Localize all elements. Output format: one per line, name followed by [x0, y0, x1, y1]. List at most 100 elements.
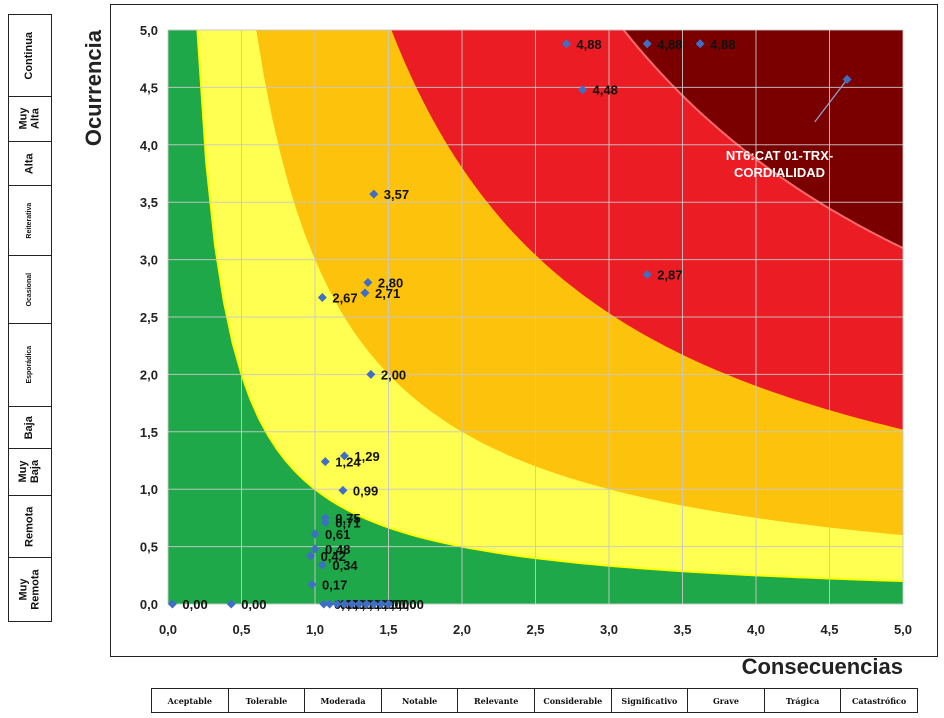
y-tick-label: 1,0	[140, 482, 158, 497]
data-point	[167, 599, 177, 609]
data-label: 0,99	[353, 483, 378, 498]
data-point	[320, 513, 330, 523]
data-point	[361, 599, 371, 609]
y-tick-label: 5,0	[140, 23, 158, 38]
grid	[167, 29, 904, 605]
risk-zones	[168, 30, 903, 604]
consequence-level: Considerable	[535, 689, 612, 712]
x-tick-label: 1,5	[379, 622, 397, 637]
consequence-level: Notable	[382, 689, 459, 712]
data-point	[354, 599, 364, 609]
data-point	[369, 189, 379, 199]
consequence-level: Significativo	[612, 689, 689, 712]
consequence-level: Tolerable	[229, 689, 306, 712]
consequence-scale: Aceptable Tolerable Moderada Notable Relevan…	[151, 688, 918, 713]
data-points: 0,000,000,000,000,000,000,000,000,000,00…	[167, 37, 852, 612]
data-point	[338, 485, 348, 495]
data-point	[226, 599, 236, 609]
data-point	[347, 599, 357, 609]
data-point	[360, 288, 370, 298]
data-point	[842, 74, 852, 84]
annotation-leader	[814, 79, 848, 123]
data-point	[695, 39, 705, 49]
x-tick-label: 4,5	[820, 622, 838, 637]
occurrence-level: Remota	[9, 496, 51, 558]
data-label: 2,67	[332, 290, 357, 305]
annotation-text: CORDIALIDAD	[734, 165, 825, 180]
data-point	[320, 517, 330, 527]
data-point	[363, 278, 373, 288]
data-label: 0,00	[399, 597, 424, 612]
data-label: 4,88	[657, 37, 682, 52]
y-tick-label: 0,0	[140, 597, 158, 612]
y-tick-label: 1,5	[140, 425, 158, 440]
x-tick-label: 2,0	[453, 622, 471, 637]
consequence-level: Aceptable	[152, 689, 229, 712]
data-label: 2,87	[657, 268, 682, 283]
y-tick-label: 2,5	[140, 310, 158, 325]
consequence-level: Catastrófico	[852, 695, 907, 706]
data-label: 0,00	[182, 597, 207, 612]
data-point	[310, 529, 320, 539]
x-tick-label: 4,0	[747, 622, 765, 637]
occurrence-level: Muy Alta	[9, 97, 51, 142]
y-tick-label: 2,0	[140, 367, 158, 382]
data-point	[339, 599, 349, 609]
data-point	[366, 369, 376, 379]
data-point	[376, 599, 386, 609]
data-label: 4,88	[576, 37, 601, 52]
data-point	[384, 599, 393, 609]
data-label: 0,00	[391, 597, 416, 612]
occurrence-scale: Continua Muy Alta Alta Reiterativa Ocasional…	[8, 14, 52, 622]
data-label: 0,34	[332, 558, 358, 573]
occurrence-level: Baja	[9, 407, 51, 449]
occurrence-level: Ocasional	[9, 256, 51, 324]
x-tick-label: 1,0	[306, 622, 324, 637]
data-point	[320, 457, 330, 467]
y-tick-label: 3,5	[140, 195, 158, 210]
data-point	[332, 599, 342, 609]
occurrence-level: Continua	[9, 15, 51, 97]
occurrence-level: Muy Baja	[9, 449, 51, 496]
x-tick-label: 0,5	[232, 622, 250, 637]
data-label: 1,24	[335, 455, 361, 470]
data-label: 2,00	[381, 367, 406, 382]
data-point	[561, 39, 571, 49]
data-point	[317, 560, 327, 570]
data-label: 0,42	[321, 549, 346, 564]
x-tick-label: 3,0	[600, 622, 618, 637]
data-point	[319, 599, 329, 609]
data-label: 0,00	[241, 597, 266, 612]
y-tick-label: 0,5	[140, 540, 158, 555]
zone-dark-red	[623, 30, 903, 249]
data-label: 0,61	[325, 527, 350, 542]
data-label: 4,88	[710, 37, 735, 52]
data-label: 3,57	[384, 187, 409, 202]
data-label: 0,17	[322, 577, 347, 592]
x-tick-label: 2,5	[526, 622, 544, 637]
data-point	[317, 292, 327, 302]
data-point	[339, 451, 349, 461]
consequence-level: Grave	[688, 689, 765, 712]
data-point	[310, 544, 320, 554]
data-label: 0,71	[335, 515, 360, 530]
zone-border	[622, 30, 903, 250]
data-label: 0,75	[335, 511, 360, 526]
x-axis-title: Consecuencias	[742, 654, 903, 679]
data-point	[642, 39, 652, 49]
data-label: 1,29	[354, 449, 379, 464]
data-point	[369, 599, 379, 609]
data-label: 2,80	[378, 276, 403, 291]
x-tick-label: 0,0	[159, 622, 177, 637]
data-point	[642, 270, 652, 280]
data-label: 0,00	[384, 597, 409, 612]
y-tick-label: 4,0	[140, 138, 158, 153]
y-tick-label: 4,5	[140, 80, 158, 95]
consequence-level: Moderada	[305, 689, 382, 712]
occurrence-level: Esporádica	[9, 324, 51, 407]
data-point	[578, 85, 588, 95]
data-label: 2,71	[375, 286, 400, 301]
data-label: 4,48	[593, 83, 618, 98]
data-label: 0,48	[325, 542, 350, 557]
